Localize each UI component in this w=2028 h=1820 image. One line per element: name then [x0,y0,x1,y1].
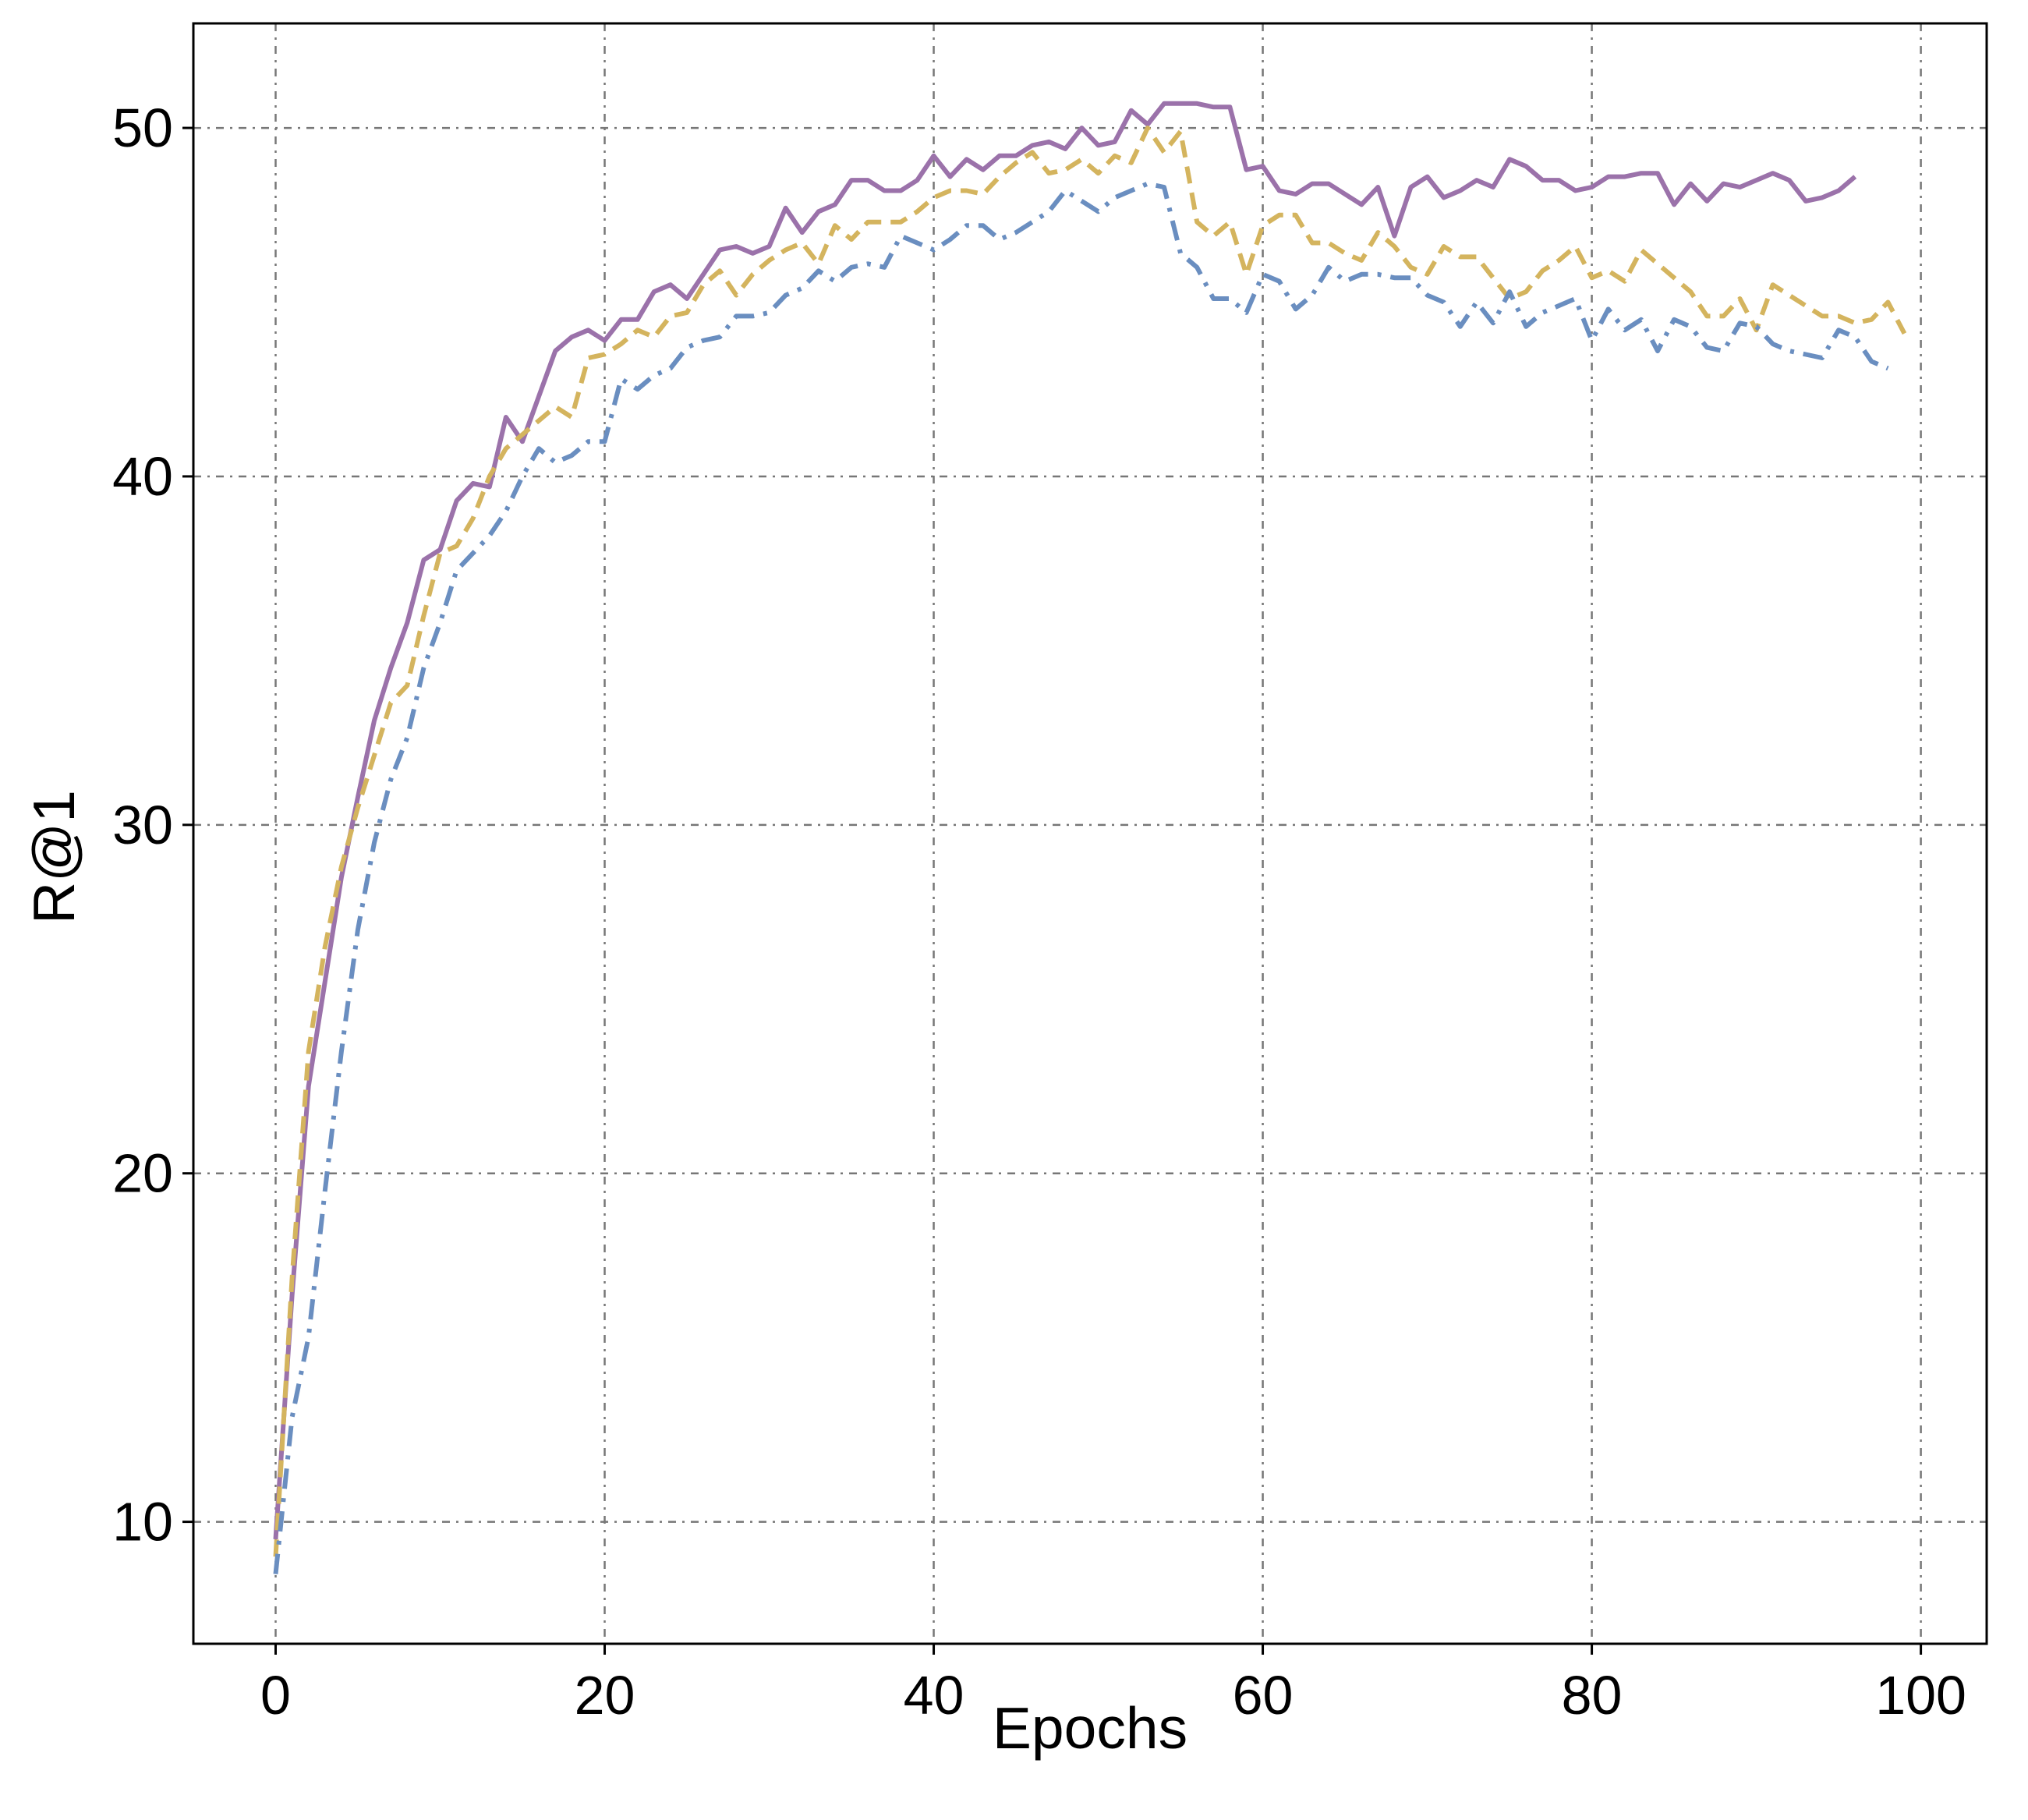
x-tick-label: 80 [1562,1665,1623,1726]
x-tick-label: 40 [904,1665,964,1726]
x-axis-title: Epochs [993,1695,1187,1761]
x-tick-label: 100 [1875,1665,1966,1726]
y-tick-label: 10 [112,1492,173,1553]
y-tick-label: 50 [112,97,173,158]
y-tick-label: 20 [112,1143,173,1204]
y-tick-label: 30 [112,795,173,855]
axis-ticks: 0 20 40 60 80 100 10 20 30 40 50 [112,97,1966,1726]
plot-frame [192,22,1988,1645]
y-axis-title: R@1 [21,790,87,924]
series-line-2 [273,126,1907,1557]
x-tick-label: 20 [575,1665,635,1726]
series-line-3 [273,181,1889,1574]
series-lines [273,101,1907,1574]
x-tick-label: 0 [260,1665,291,1726]
y-tick-label: 40 [112,446,173,507]
grid [193,23,1987,1644]
series-line-1 [273,101,1857,1540]
x-tick-label: 60 [1233,1665,1294,1726]
